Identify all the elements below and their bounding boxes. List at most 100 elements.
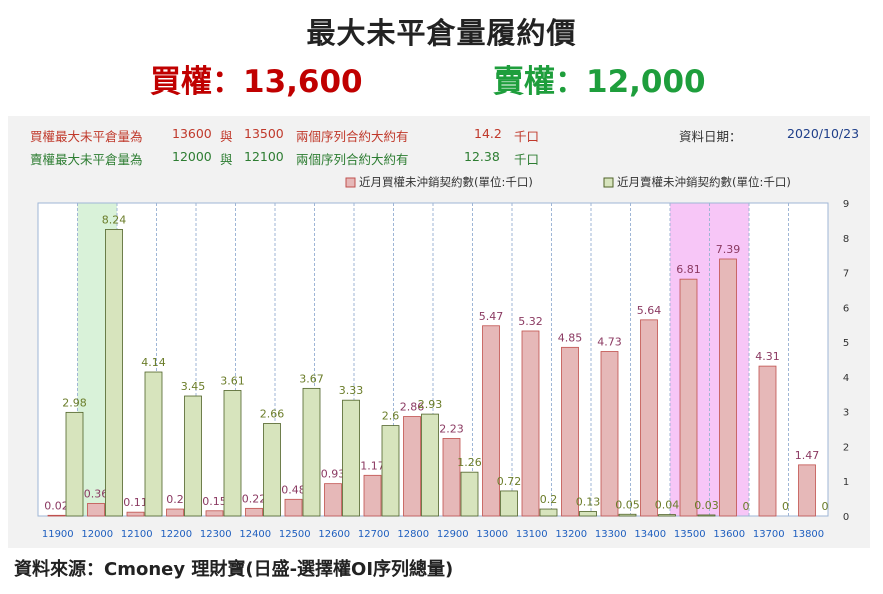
call-data-label: 6.81 xyxy=(676,263,701,276)
y-tick-label: 6 xyxy=(843,303,849,314)
source-footer: 資料來源：Cmoney 理財寶(日盛-選擇權OI序列總量) xyxy=(14,559,454,580)
call-bar xyxy=(363,474,382,517)
call-bar xyxy=(442,438,461,517)
put-bar xyxy=(658,514,676,517)
put-data-label: 0 xyxy=(822,500,829,513)
x-tick-label: 13200 xyxy=(555,529,587,540)
x-tick-label: 13800 xyxy=(792,529,824,540)
x-tick-label: 13000 xyxy=(476,529,508,540)
call-strike-2: 13500 xyxy=(244,126,284,141)
call-data-label: 7.39 xyxy=(716,243,741,256)
put-unit: 千口 xyxy=(514,152,540,167)
legend-call-label: 近月買權未沖銷契約數(單位:千口) xyxy=(359,175,533,189)
call-max-value: 14.2 xyxy=(474,126,502,141)
call-bar xyxy=(561,346,579,517)
call-unit: 千口 xyxy=(514,129,540,144)
call-data-label: 0.2 xyxy=(166,493,184,506)
put-data-label: 0.13 xyxy=(576,495,601,508)
x-tick-label: 12800 xyxy=(397,529,429,540)
call-bar xyxy=(679,278,698,517)
call-bar xyxy=(284,498,303,517)
put-data-label: 0.2 xyxy=(540,493,558,506)
put-data-label: 3.67 xyxy=(299,372,324,385)
put-bar xyxy=(144,371,163,517)
call-bar xyxy=(205,510,224,517)
call-bar xyxy=(600,351,619,517)
x-tick-label: 11900 xyxy=(42,529,74,540)
x-tick-label: 12100 xyxy=(121,529,153,540)
y-tick-label: 4 xyxy=(843,373,849,384)
call-data-label: 0.22 xyxy=(242,492,267,505)
call-join: 與 xyxy=(220,129,233,144)
x-tick-label: 13600 xyxy=(713,529,745,540)
call-bar xyxy=(47,514,66,517)
put-bar xyxy=(381,425,400,517)
y-tick-label: 1 xyxy=(843,477,849,488)
put-bar xyxy=(421,413,439,517)
put-bar xyxy=(105,229,123,517)
x-tick-label: 13500 xyxy=(674,529,706,540)
put-data-label: 0 xyxy=(743,500,750,513)
put-info-label: 賣權最大未平倉量為 xyxy=(30,152,143,167)
x-tick-label: 12900 xyxy=(437,529,469,540)
put-data-label: 0 xyxy=(782,500,789,513)
call-headline: 買權：13,600 xyxy=(150,64,363,100)
call-bar xyxy=(126,511,145,517)
put-strike-1: 12000 xyxy=(172,149,212,164)
call-data-label: 0.02 xyxy=(44,499,69,512)
put-join: 與 xyxy=(220,152,233,167)
put-strike-2: 12100 xyxy=(244,149,284,164)
put-bar xyxy=(618,513,637,517)
x-tick-label: 12000 xyxy=(81,529,113,540)
call-data-label: 5.64 xyxy=(637,304,662,317)
x-tick-label: 12600 xyxy=(318,529,350,540)
put-bar xyxy=(579,511,597,517)
x-tick-label: 12400 xyxy=(239,529,271,540)
put-data-label: 0.05 xyxy=(615,498,640,511)
call-data-label: 5.32 xyxy=(518,315,543,328)
call-data-label: 5.47 xyxy=(479,310,504,323)
call-data-label: 0.11 xyxy=(123,496,148,509)
x-tick-label: 12700 xyxy=(358,529,390,540)
x-tick-label: 12500 xyxy=(279,529,311,540)
call-bar xyxy=(324,483,342,517)
call-series-text: 兩個序列合約大約有 xyxy=(296,129,409,144)
y-tick-label: 3 xyxy=(843,408,849,419)
x-tick-label: 12300 xyxy=(200,529,232,540)
call-data-label: 2.86 xyxy=(400,401,425,414)
call-data-label: 2.23 xyxy=(439,422,464,435)
put-bar xyxy=(500,490,518,517)
x-tick-label: 13700 xyxy=(753,529,785,540)
put-data-label: 8.24 xyxy=(102,213,127,226)
call-bar xyxy=(482,325,500,517)
y-tick-label: 7 xyxy=(843,269,849,280)
put-bar xyxy=(184,395,202,517)
put-data-label: 3.61 xyxy=(220,374,245,387)
put-data-label: 2.93 xyxy=(418,398,443,411)
call-bar xyxy=(758,365,777,517)
y-tick-label: 9 xyxy=(843,199,849,210)
put-bar xyxy=(263,423,281,517)
call-bar xyxy=(245,507,263,517)
call-info-label: 買權最大未平倉量為 xyxy=(30,129,143,144)
call-bar xyxy=(166,508,184,517)
call-data-label: 0.48 xyxy=(281,483,306,496)
y-tick-label: 5 xyxy=(843,338,849,349)
put-headline: 賣權：12,000 xyxy=(493,64,706,100)
call-data-label: 4.31 xyxy=(755,350,780,363)
put-bar xyxy=(460,471,479,517)
call-bar xyxy=(640,319,658,517)
legend-put-label: 近月賣權未沖銷契約數(單位:千口) xyxy=(617,175,791,189)
put-bar xyxy=(65,411,84,517)
put-data-label: 2.98 xyxy=(62,396,87,409)
x-tick-label: 13100 xyxy=(516,529,548,540)
x-tick-label: 12200 xyxy=(160,529,192,540)
date-value: 2020/10/23 xyxy=(787,126,860,141)
call-data-label: 0.93 xyxy=(321,468,346,481)
y-tick-label: 8 xyxy=(843,234,849,245)
call-data-label: 0.36 xyxy=(84,487,109,500)
put-bar xyxy=(539,508,558,517)
chart-title: 最大未平倉量履約價 xyxy=(306,16,577,50)
call-data-label: 1.47 xyxy=(795,449,820,462)
put-bar xyxy=(302,387,321,517)
